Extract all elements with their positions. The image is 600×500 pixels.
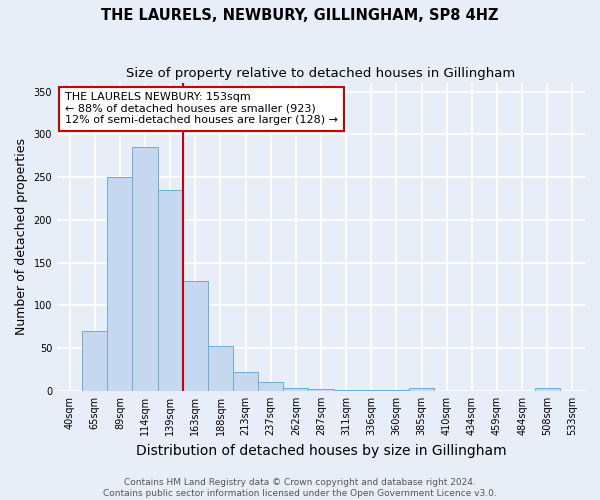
Bar [183,282,208,391]
Title: Size of property relative to detached houses in Gillingham: Size of property relative to detached ho… [127,68,515,80]
Y-axis label: Number of detached properties: Number of detached properties [15,138,28,336]
Bar [208,346,233,391]
Bar [258,382,283,391]
Bar [359,390,384,391]
Bar [283,388,308,391]
Bar [233,372,258,391]
Bar [308,389,334,391]
Bar [133,147,158,391]
Text: Contains HM Land Registry data © Crown copyright and database right 2024.
Contai: Contains HM Land Registry data © Crown c… [103,478,497,498]
Bar [82,331,107,391]
Bar [409,388,434,391]
Bar [535,388,560,391]
Bar [158,190,183,391]
Bar [107,177,133,391]
Text: THE LAURELS NEWBURY: 153sqm
← 88% of detached houses are smaller (923)
12% of se: THE LAURELS NEWBURY: 153sqm ← 88% of det… [65,92,338,126]
Bar [384,390,409,391]
X-axis label: Distribution of detached houses by size in Gillingham: Distribution of detached houses by size … [136,444,506,458]
Text: THE LAURELS, NEWBURY, GILLINGHAM, SP8 4HZ: THE LAURELS, NEWBURY, GILLINGHAM, SP8 4H… [101,8,499,22]
Bar [334,390,359,391]
